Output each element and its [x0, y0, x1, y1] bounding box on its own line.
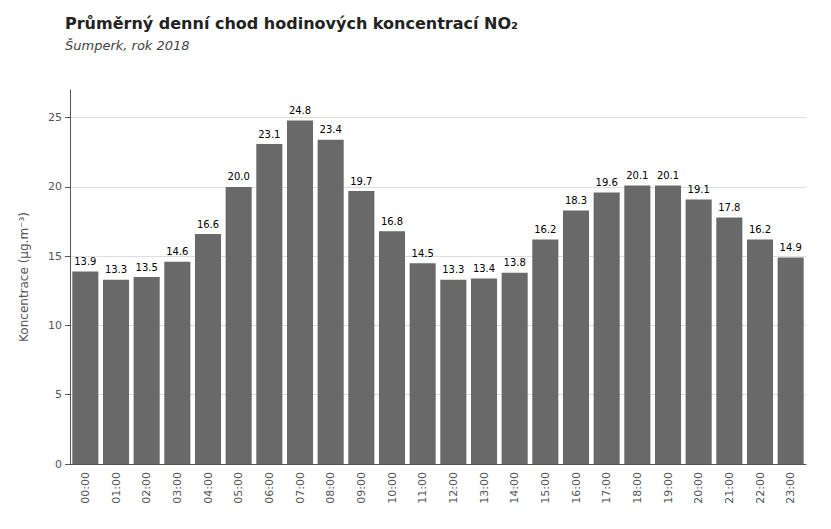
svg-text:02:00: 02:00: [140, 472, 153, 504]
svg-text:19.7: 19.7: [350, 176, 372, 187]
svg-text:00:00: 00:00: [79, 472, 92, 504]
svg-text:19.1: 19.1: [688, 184, 710, 195]
svg-text:Šumperk, rok 2018: Šumperk, rok 2018: [65, 38, 190, 53]
svg-text:16.2: 16.2: [534, 224, 556, 235]
svg-text:13.3: 13.3: [105, 264, 127, 275]
svg-text:5: 5: [55, 388, 62, 401]
svg-text:17.8: 17.8: [718, 202, 740, 213]
svg-text:0: 0: [55, 458, 62, 471]
svg-text:13.4: 13.4: [473, 263, 495, 274]
svg-text:04:00: 04:00: [202, 472, 215, 504]
svg-text:13.3: 13.3: [442, 264, 464, 275]
svg-text:21:00: 21:00: [723, 472, 736, 504]
svg-text:17:00: 17:00: [600, 472, 613, 504]
svg-text:16.6: 16.6: [197, 219, 219, 230]
svg-text:20: 20: [48, 180, 62, 193]
svg-text:06:00: 06:00: [263, 472, 276, 504]
svg-text:20.1: 20.1: [657, 170, 679, 181]
svg-text:16:00: 16:00: [570, 472, 583, 504]
svg-text:23.4: 23.4: [320, 124, 342, 135]
svg-text:14:00: 14:00: [508, 472, 521, 504]
svg-text:09:00: 09:00: [355, 472, 368, 504]
svg-text:Průměrný denní chod hodinových: Průměrný denní chod hodinových koncentra…: [65, 14, 518, 33]
svg-text:15:00: 15:00: [539, 472, 552, 504]
svg-text:14.9: 14.9: [780, 242, 802, 253]
svg-text:05:00: 05:00: [232, 472, 245, 504]
svg-text:18:00: 18:00: [631, 472, 644, 504]
svg-text:11:00: 11:00: [416, 472, 429, 504]
svg-text:18.3: 18.3: [565, 195, 587, 206]
svg-text:13.5: 13.5: [136, 262, 158, 273]
svg-text:12:00: 12:00: [447, 472, 460, 504]
svg-text:15: 15: [48, 250, 62, 263]
svg-text:22:00: 22:00: [754, 472, 767, 504]
svg-text:Koncentrace (µg.m⁻³): Koncentrace (µg.m⁻³): [17, 212, 31, 342]
svg-text:19.6: 19.6: [596, 177, 618, 188]
svg-text:20.0: 20.0: [228, 171, 250, 182]
svg-text:24.8: 24.8: [289, 105, 311, 116]
svg-text:10: 10: [48, 319, 62, 332]
svg-text:19:00: 19:00: [662, 472, 675, 504]
svg-text:13.8: 13.8: [504, 257, 526, 268]
svg-text:13:00: 13:00: [478, 472, 491, 504]
svg-text:20:00: 20:00: [692, 472, 705, 504]
svg-text:01:00: 01:00: [110, 472, 123, 504]
svg-text:03:00: 03:00: [171, 472, 184, 504]
svg-text:08:00: 08:00: [324, 472, 337, 504]
svg-text:23:00: 23:00: [784, 472, 797, 504]
svg-text:20.1: 20.1: [626, 170, 648, 181]
svg-text:23.1: 23.1: [258, 129, 280, 140]
svg-text:16.8: 16.8: [381, 216, 403, 227]
svg-text:13.9: 13.9: [74, 256, 96, 267]
svg-text:16.2: 16.2: [749, 224, 771, 235]
svg-text:14.6: 14.6: [166, 246, 188, 257]
svg-text:10:00: 10:00: [386, 472, 399, 504]
svg-text:07:00: 07:00: [294, 472, 307, 504]
svg-text:25: 25: [48, 111, 62, 124]
svg-text:14.5: 14.5: [412, 248, 434, 259]
